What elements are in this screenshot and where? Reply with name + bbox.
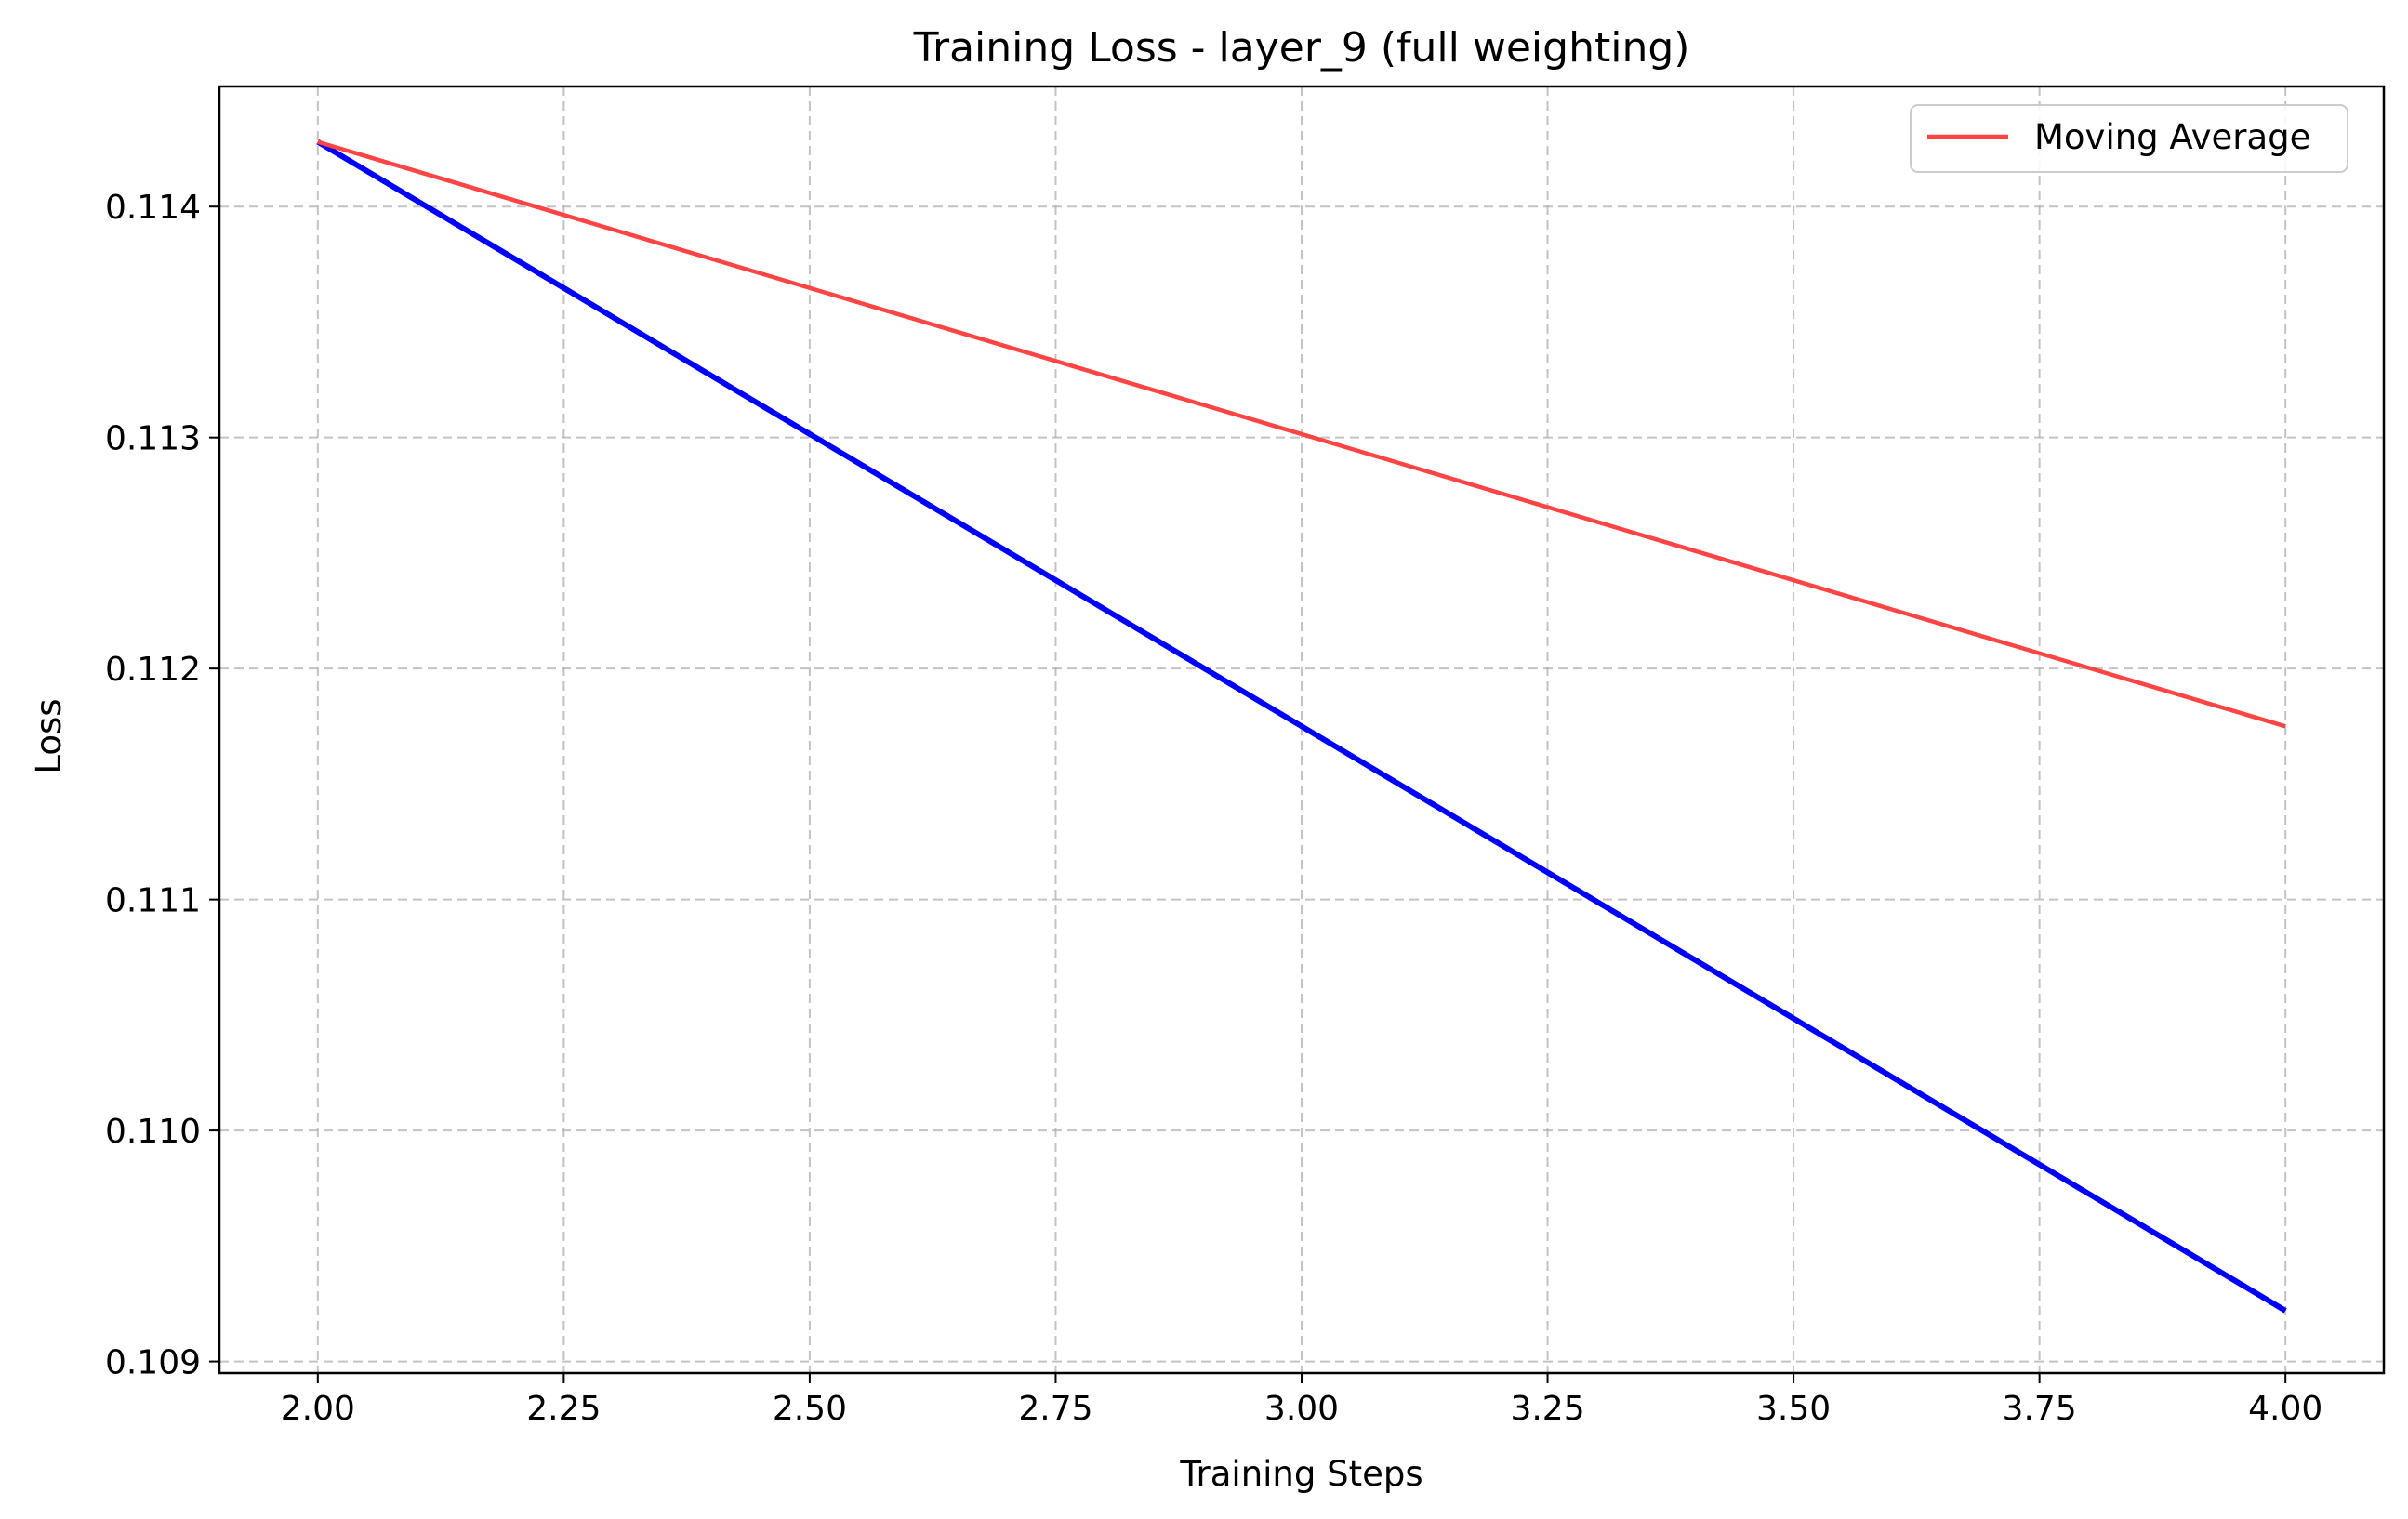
x-tick-label: 2.25 (526, 1390, 601, 1428)
series-layer (316, 139, 2287, 1314)
legend-box (1910, 104, 2348, 173)
x-tick-label: 2.75 (1018, 1390, 1092, 1428)
x-tick-label: 4.00 (2248, 1390, 2322, 1428)
y-tick-label: 0.110 (105, 1113, 201, 1151)
series-line-raw-loss (316, 139, 2287, 1314)
y-tick-label: 0.111 (105, 882, 201, 920)
x-tick-label: 3.75 (2003, 1390, 2077, 1428)
grid-layer (219, 86, 2384, 1373)
y-tick-label: 0.109 (105, 1344, 201, 1382)
chart-title: Training Loss - layer_9 (full weighting) (913, 24, 1690, 72)
y-axis-label: Loss (29, 698, 69, 773)
legend: Moving Average (1910, 104, 2348, 173)
y-tick-label: 0.112 (105, 651, 201, 689)
x-tick-label: 3.00 (1264, 1390, 1339, 1428)
legend-label-moving-average: Moving Average (2034, 117, 2310, 157)
x-tick-label: 3.50 (1756, 1390, 1831, 1428)
x-tick-label: 3.25 (1510, 1390, 1584, 1428)
y-tick-label: 0.113 (105, 420, 201, 458)
x-tick-label: 2.50 (773, 1390, 847, 1428)
x-axis-label: Training Steps (1179, 1454, 1422, 1494)
ticks-layer: 2.00 2.25 2.50 2.75 3.00 3.25 3.50 3.75 4.00 0.10… (105, 189, 2322, 1428)
x-tick-label: 2.00 (281, 1390, 355, 1428)
y-tick-label: 0.114 (105, 189, 201, 227)
series-line-moving-average (317, 139, 2286, 729)
